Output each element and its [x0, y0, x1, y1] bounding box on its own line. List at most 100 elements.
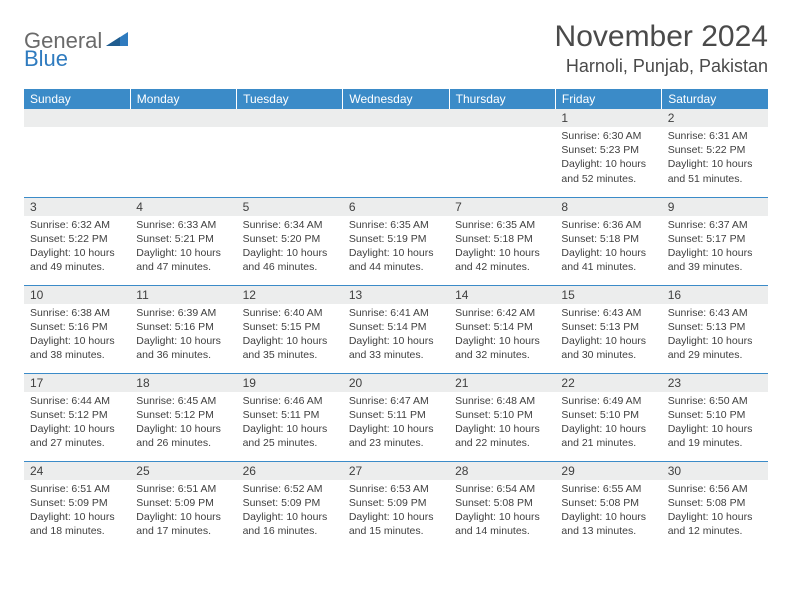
day-number-empty [449, 109, 555, 127]
calendar-day-cell: 12Sunrise: 6:40 AMSunset: 5:15 PMDayligh… [237, 285, 343, 373]
sunrise-text: Sunrise: 6:51 AM [136, 482, 230, 496]
sunrise-text: Sunrise: 6:35 AM [455, 218, 549, 232]
day-number: 13 [343, 286, 449, 304]
day-body: Sunrise: 6:46 AMSunset: 5:11 PMDaylight:… [237, 392, 343, 455]
weekday-header: Monday [130, 89, 236, 109]
day-body: Sunrise: 6:36 AMSunset: 5:18 PMDaylight:… [555, 216, 661, 279]
sunrise-text: Sunrise: 6:55 AM [561, 482, 655, 496]
calendar-day-cell [24, 109, 130, 197]
day-body: Sunrise: 6:37 AMSunset: 5:17 PMDaylight:… [662, 216, 768, 279]
day-number-empty [343, 109, 449, 127]
daylight-text: Daylight: 10 hours and 36 minutes. [136, 334, 230, 362]
daylight-text: Daylight: 10 hours and 35 minutes. [243, 334, 337, 362]
calendar-week-row: 10Sunrise: 6:38 AMSunset: 5:16 PMDayligh… [24, 285, 768, 373]
sunset-text: Sunset: 5:20 PM [243, 232, 337, 246]
calendar-day-cell: 5Sunrise: 6:34 AMSunset: 5:20 PMDaylight… [237, 197, 343, 285]
sunset-text: Sunset: 5:11 PM [349, 408, 443, 422]
daylight-text: Daylight: 10 hours and 41 minutes. [561, 246, 655, 274]
day-body-empty [449, 127, 555, 187]
calendar-day-cell: 19Sunrise: 6:46 AMSunset: 5:11 PMDayligh… [237, 373, 343, 461]
day-number: 20 [343, 374, 449, 392]
calendar-day-cell: 7Sunrise: 6:35 AMSunset: 5:18 PMDaylight… [449, 197, 555, 285]
calendar-day-cell: 13Sunrise: 6:41 AMSunset: 5:14 PMDayligh… [343, 285, 449, 373]
sunset-text: Sunset: 5:11 PM [243, 408, 337, 422]
day-body: Sunrise: 6:34 AMSunset: 5:20 PMDaylight:… [237, 216, 343, 279]
day-number: 15 [555, 286, 661, 304]
day-number-empty [24, 109, 130, 127]
sunset-text: Sunset: 5:09 PM [349, 496, 443, 510]
day-number: 26 [237, 462, 343, 480]
calendar-day-cell: 16Sunrise: 6:43 AMSunset: 5:13 PMDayligh… [662, 285, 768, 373]
calendar-day-cell: 28Sunrise: 6:54 AMSunset: 5:08 PMDayligh… [449, 461, 555, 549]
calendar-day-cell: 11 Sunrise: 6:39 AMSunset: 5:16 PMDayligh… [130, 285, 236, 373]
daylight-text: Daylight: 10 hours and 29 minutes. [668, 334, 762, 362]
day-body-empty [343, 127, 449, 187]
day-number: 14 [449, 286, 555, 304]
calendar-day-cell: 2Sunrise: 6:31 AMSunset: 5:22 PMDaylight… [662, 109, 768, 197]
sunrise-text: Sunrise: 6:54 AM [455, 482, 549, 496]
calendar-day-cell: 17Sunrise: 6:44 AMSunset: 5:12 PMDayligh… [24, 373, 130, 461]
day-number: 22 [555, 374, 661, 392]
logo-blue-row: Blue [24, 46, 68, 72]
sunset-text: Sunset: 5:15 PM [243, 320, 337, 334]
sunset-text: Sunset: 5:14 PM [349, 320, 443, 334]
day-number: 1 [555, 109, 661, 127]
day-number: 23 [662, 374, 768, 392]
day-number: 3 [24, 198, 130, 216]
sunrise-text: Sunrise: 6:34 AM [243, 218, 337, 232]
daylight-text: Daylight: 10 hours and 14 minutes. [455, 510, 549, 538]
calendar-day-cell: 20Sunrise: 6:47 AMSunset: 5:11 PMDayligh… [343, 373, 449, 461]
weekday-header: Sunday [24, 89, 130, 109]
sunset-text: Sunset: 5:09 PM [30, 496, 124, 510]
sunset-text: Sunset: 5:08 PM [561, 496, 655, 510]
calendar-day-cell: 22Sunrise: 6:49 AMSunset: 5:10 PMDayligh… [555, 373, 661, 461]
sunset-text: Sunset: 5:17 PM [668, 232, 762, 246]
daylight-text: Daylight: 10 hours and 22 minutes. [455, 422, 549, 450]
day-body-empty [237, 127, 343, 187]
sunrise-text: Sunrise: 6:56 AM [668, 482, 762, 496]
calendar-day-cell [130, 109, 236, 197]
day-body: Sunrise: 6:50 AMSunset: 5:10 PMDaylight:… [662, 392, 768, 455]
calendar-day-cell: 23Sunrise: 6:50 AMSunset: 5:10 PMDayligh… [662, 373, 768, 461]
day-number: 25 [130, 462, 236, 480]
sunrise-text: Sunrise: 6:43 AM [561, 306, 655, 320]
daylight-text: Daylight: 10 hours and 51 minutes. [668, 157, 762, 185]
day-number: 29 [555, 462, 661, 480]
sunrise-text: Sunrise: 6:33 AM [136, 218, 230, 232]
day-number: 19 [237, 374, 343, 392]
day-body: Sunrise: 6:43 AMSunset: 5:13 PMDaylight:… [662, 304, 768, 367]
daylight-text: Daylight: 10 hours and 47 minutes. [136, 246, 230, 274]
daylight-text: Daylight: 10 hours and 19 minutes. [668, 422, 762, 450]
day-number: 4 [130, 198, 236, 216]
day-number: 8 [555, 198, 661, 216]
day-body: Sunrise: 6:52 AMSunset: 5:09 PMDaylight:… [237, 480, 343, 543]
day-number: 21 [449, 374, 555, 392]
daylight-text: Daylight: 10 hours and 26 minutes. [136, 422, 230, 450]
day-number: 2 [662, 109, 768, 127]
sunrise-text: Sunrise: 6:48 AM [455, 394, 549, 408]
sunrise-text: Sunrise: 6:39 AM [136, 306, 230, 320]
day-number: 7 [449, 198, 555, 216]
day-body: Sunrise: 6:51 AMSunset: 5:09 PMDaylight:… [130, 480, 236, 543]
daylight-text: Daylight: 10 hours and 49 minutes. [30, 246, 124, 274]
sunrise-text: Sunrise: 6:53 AM [349, 482, 443, 496]
sunset-text: Sunset: 5:16 PM [136, 320, 230, 334]
calendar-day-cell: 27Sunrise: 6:53 AMSunset: 5:09 PMDayligh… [343, 461, 449, 549]
day-body: Sunrise: 6:38 AMSunset: 5:16 PMDaylight:… [24, 304, 130, 367]
calendar-table: SundayMondayTuesdayWednesdayThursdayFrid… [24, 89, 768, 549]
calendar-week-row: 17Sunrise: 6:44 AMSunset: 5:12 PMDayligh… [24, 373, 768, 461]
day-number: 10 [24, 286, 130, 304]
weekday-header-row: SundayMondayTuesdayWednesdayThursdayFrid… [24, 89, 768, 109]
calendar-day-cell: 4Sunrise: 6:33 AMSunset: 5:21 PMDaylight… [130, 197, 236, 285]
weekday-header: Saturday [662, 89, 768, 109]
day-number: 11 [130, 286, 236, 304]
sunrise-text: Sunrise: 6:30 AM [561, 129, 655, 143]
sunrise-text: Sunrise: 6:38 AM [30, 306, 124, 320]
sunrise-text: Sunrise: 6:37 AM [668, 218, 762, 232]
sunset-text: Sunset: 5:22 PM [30, 232, 124, 246]
calendar-day-cell [237, 109, 343, 197]
daylight-text: Daylight: 10 hours and 12 minutes. [668, 510, 762, 538]
sunrise-text: Sunrise: 6:44 AM [30, 394, 124, 408]
calendar-week-row: 3Sunrise: 6:32 AMSunset: 5:22 PMDaylight… [24, 197, 768, 285]
daylight-text: Daylight: 10 hours and 27 minutes. [30, 422, 124, 450]
